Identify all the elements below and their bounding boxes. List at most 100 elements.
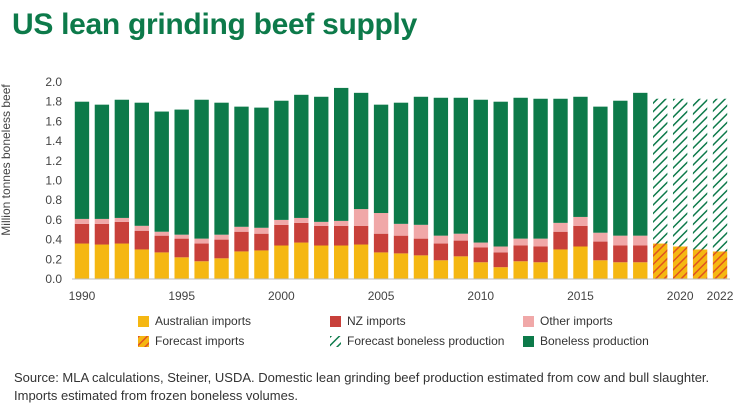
bar-other-imports-1996 [194,238,209,244]
bar-other-imports-2016 [593,232,608,242]
bar-other-imports-2013 [533,238,548,247]
bar-other-imports-2015 [573,216,588,226]
y-tick-label: 0.8 [45,193,62,207]
x-tick-label: 2015 [567,289,594,303]
bar-nz-imports-2016 [593,241,608,261]
bar-other-imports-1999 [254,227,269,234]
bar-other-imports-2003 [334,220,349,226]
bar-nz-imports-2014 [553,231,568,250]
bar-nz-imports-1996 [194,243,209,262]
x-tick-label: 2022 [707,289,734,303]
source-note: Source: MLA calculations, Steiner, USDA.… [14,370,710,403]
bar-nz-imports-2010 [473,247,488,263]
bar-other-imports-2014 [553,222,568,232]
bar-boneless-production-1992 [114,99,130,218]
bar-forecast-imports-2022 [712,251,728,279]
bar-nz-imports-2006 [393,235,409,254]
bar-australian-imports-2003 [334,245,349,279]
legend-item-australian-imports: Australian imports [138,314,251,328]
legend-swatch [523,315,534,327]
bar-boneless-production-1999 [254,107,269,228]
bar-nz-imports-2005 [373,233,389,253]
legend-label: Boneless production [540,334,649,348]
y-tick-label: 2.0 [45,75,62,89]
bar-australian-imports-1993 [134,249,149,279]
bar-boneless-production-2011 [493,101,508,247]
bar-nz-imports-2017 [613,245,628,263]
bar-boneless-production-1994 [154,111,169,232]
page-title: US lean grinding beef supply [12,8,417,41]
x-tick-label: 1995 [168,289,195,303]
bar-other-imports-2017 [613,235,628,246]
bar-australian-imports-2016 [593,260,608,279]
legend-item-other-imports: Other imports [523,314,613,328]
bar-other-imports-2010 [473,242,488,248]
bar-nz-imports-1992 [114,221,130,244]
bar-boneless-production-2007 [413,96,429,225]
bar-nz-imports-1990 [74,223,90,244]
bar-other-imports-1991 [94,218,110,224]
bar-other-imports-2002 [314,221,329,226]
x-tick-label: 2000 [268,289,295,303]
bar-australian-imports-1998 [234,251,249,279]
bar-nz-imports-2004 [353,225,369,245]
bar-other-imports-2000 [274,219,289,225]
legend-swatch [330,335,341,347]
bar-boneless-production-2014 [553,98,568,223]
legend-swatch [138,335,149,347]
bars-group [74,87,728,279]
bar-boneless-production-2012 [513,97,528,239]
bar-other-imports-1990 [74,218,90,224]
bar-other-imports-1992 [114,217,130,222]
bar-boneless-production-2018 [633,92,648,236]
bar-australian-imports-1994 [154,252,169,279]
bar-boneless-production-2003 [334,87,349,221]
bar-australian-imports-1991 [94,244,110,279]
bar-boneless-production-2010 [473,99,488,243]
bar-australian-imports-2018 [633,262,648,279]
bar-nz-imports-2015 [573,225,588,247]
bar-boneless-production-2001 [294,94,309,218]
bar-boneless-production-2016 [593,106,608,233]
bar-boneless-production-1993 [134,102,149,226]
x-axis: 1990 1995 2000 2005 2010 2015 2020 2022 [69,289,734,303]
bar-boneless-production-2015 [573,96,588,217]
bar-boneless-production-2008 [433,97,449,236]
y-axis: 0.0 0.2 0.4 0.6 0.8 1.0 1.2 1.4 1.6 1.8 2.0 [45,75,62,286]
bar-other-imports-2004 [353,209,369,226]
bar-other-imports-1997 [214,234,229,240]
bar-australian-imports-1990 [74,243,90,279]
bar-other-imports-2009 [453,233,468,241]
bar-boneless-production-2004 [353,92,369,210]
legend-item-forecast-boneless-production: Forecast boneless production [330,334,504,348]
bar-forecast-boneless-production-2020 [672,98,688,247]
y-tick-label: 1.4 [45,134,62,148]
bar-other-imports-1994 [154,231,169,236]
bar-australian-imports-2005 [373,252,389,279]
bar-australian-imports-2012 [513,261,528,279]
bar-other-imports-2007 [413,224,429,239]
bar-other-imports-2011 [493,246,508,253]
bar-nz-imports-2008 [433,243,449,261]
bar-forecast-imports-2019 [653,243,668,279]
legend-label: Forecast imports [155,334,245,348]
y-tick-label: 1.8 [45,95,62,109]
bar-forecast-boneless-production-2021 [692,98,708,250]
legend-swatch [523,335,534,347]
bar-nz-imports-1994 [154,235,169,253]
x-tick-label: 2010 [467,289,494,303]
bar-nz-imports-1995 [174,238,189,258]
bar-boneless-production-2009 [453,97,468,234]
legend-label: Australian imports [155,314,252,328]
bar-nz-imports-1993 [134,230,149,250]
bar-other-imports-2006 [393,223,409,236]
bar-other-imports-1993 [134,225,149,231]
bar-australian-imports-2006 [393,253,409,279]
bar-forecast-imports-2020 [672,246,688,279]
y-tick-label: 1.0 [45,174,62,188]
y-tick-label: 0.4 [45,233,62,247]
bar-nz-imports-2001 [294,222,309,243]
bar-nz-imports-2000 [274,224,289,246]
legend-swatch [138,315,149,327]
bar-australian-imports-2015 [573,246,588,279]
